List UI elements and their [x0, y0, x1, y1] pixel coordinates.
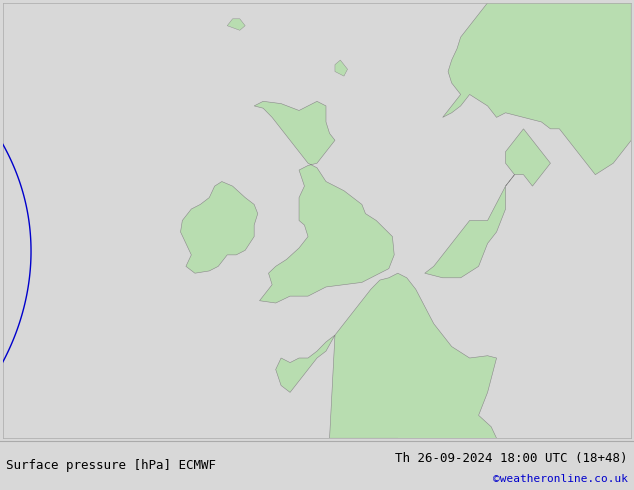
Text: ©weatheronline.co.uk: ©weatheronline.co.uk — [493, 474, 628, 484]
Polygon shape — [443, 3, 631, 174]
Polygon shape — [425, 186, 505, 278]
Polygon shape — [505, 129, 550, 186]
Polygon shape — [181, 181, 258, 273]
Polygon shape — [276, 273, 496, 461]
Text: Surface pressure [hPa] ECMWF: Surface pressure [hPa] ECMWF — [6, 459, 216, 472]
Text: Th 26-09-2024 18:00 UTC (18+48): Th 26-09-2024 18:00 UTC (18+48) — [395, 452, 628, 465]
Polygon shape — [227, 19, 245, 30]
Polygon shape — [335, 60, 347, 76]
Polygon shape — [254, 101, 394, 303]
